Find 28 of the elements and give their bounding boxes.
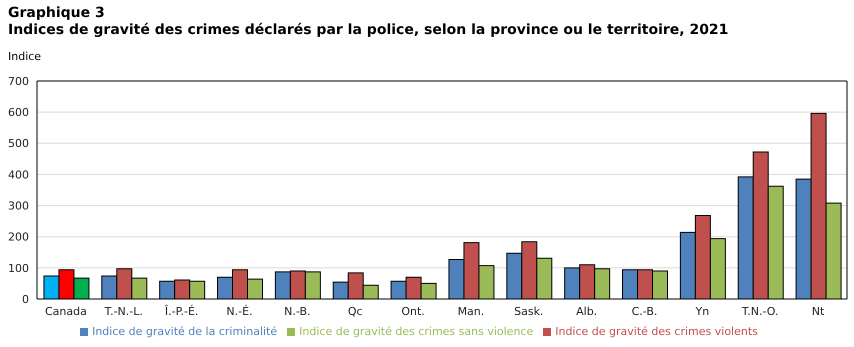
x-tick-label: Sask. (514, 304, 544, 318)
legend-label: Indice de gravité des crimes violents (555, 325, 758, 338)
x-tick-label: Ont. (401, 304, 425, 318)
x-tick-label: Man. (458, 304, 484, 318)
x-tick-label: Nt (812, 304, 826, 318)
y-tick-label: 100 (8, 262, 29, 275)
y-tick-label: 700 (8, 74, 29, 88)
legend-label: Indice de gravité des crimes sans violence (299, 325, 534, 338)
y-tick-label: 400 (8, 168, 29, 182)
y-tick-label: 0 (22, 292, 29, 306)
x-tick-label: Yn (694, 304, 710, 318)
x-tick-label: Î.-P.-É. (164, 304, 198, 318)
x-tick-label: Canada (45, 304, 87, 318)
x-tick-label: N.-É. (226, 304, 253, 318)
legend-label: Indice de gravité de la criminalité (92, 325, 278, 338)
chart-subtitle: Indices de gravité des crimes déclarés par la police, selon la province ou le territoire, 2021 (8, 22, 728, 39)
x-tick-label: Qc (348, 304, 363, 318)
y-axis-title: Indice (8, 50, 42, 63)
y-tick-label: 300 (8, 199, 29, 212)
chart-title: Graphique 3 (8, 5, 106, 22)
x-tick-label: C.-B. (632, 304, 658, 318)
x-tick-label: N.-B. (284, 304, 311, 318)
y-tick-label: 500 (8, 137, 29, 150)
y-tick-label: 200 (8, 230, 29, 244)
x-tick-label: T.-N.-L. (104, 304, 143, 318)
x-tick-label: T.N.-O. (740, 304, 779, 318)
x-tick-label: Alb. (576, 304, 598, 318)
y-tick-label: 600 (8, 106, 29, 120)
